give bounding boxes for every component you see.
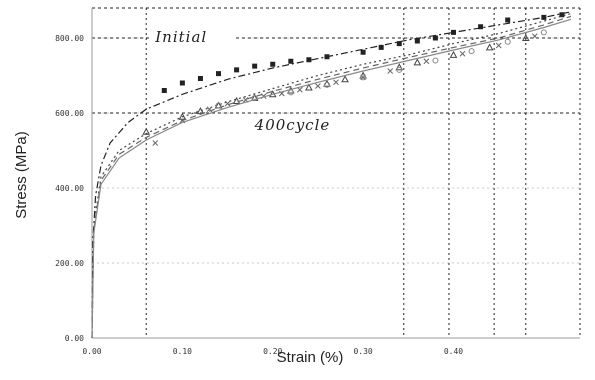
- series-2-marker-13: [459, 50, 466, 57]
- axes: [91, 8, 580, 339]
- series-0-marker-16: [478, 24, 484, 30]
- y-tick-label-1: 200.00: [55, 259, 84, 268]
- annotation-bg-0: [151, 26, 235, 47]
- series-0-marker-5: [252, 63, 258, 69]
- series-3-marker-3: [323, 81, 330, 88]
- series-3-marker-7: [468, 48, 475, 55]
- series-1-marker-1: [178, 112, 187, 120]
- annotations: Initial 400cycle: [151, 26, 345, 135]
- series-0-marker-17: [505, 17, 511, 23]
- series-1-marker-12: [395, 63, 404, 71]
- series-0-marker-2: [197, 76, 203, 81]
- series-2-marker-3: [224, 100, 231, 107]
- series-2-marker-9: [333, 79, 339, 86]
- series-3-marker-6: [432, 57, 439, 64]
- x-tick-label-3: 0.30: [353, 347, 372, 356]
- series-3-marker-2: [287, 89, 294, 96]
- y-tick-label-4: 800.00: [55, 34, 84, 43]
- series-3-marker-5: [396, 66, 403, 73]
- series-0-marker-18: [541, 14, 547, 20]
- series-0-marker-3: [216, 71, 222, 77]
- tick-labels: 0.00 200.00 400.00 600.00 800.00 0.00 0.10 0.20…: [55, 34, 463, 356]
- series-0-marker-7: [288, 58, 294, 64]
- series-0-marker-13: [414, 38, 420, 44]
- series-2-marker-11: [387, 68, 394, 74]
- series-0-marker-11: [378, 44, 384, 50]
- series-0-marker-19: [559, 12, 565, 18]
- series-2-marker-2: [206, 106, 213, 113]
- y-tick-label-2: 400.00: [55, 184, 84, 193]
- annotation-bg-1: [250, 114, 345, 135]
- series-0-marker-6: [270, 61, 276, 67]
- series-0-line: [91, 11, 572, 339]
- series-0-marker-0: [161, 88, 167, 93]
- annotation-label-0: Initial: [154, 28, 207, 46]
- series-2-marker-0: [152, 140, 159, 146]
- series-1-marker-14: [449, 50, 458, 58]
- series-0-marker-4: [234, 67, 240, 73]
- series-1-line: [91, 13, 572, 339]
- series-2-marker-12: [423, 58, 430, 65]
- annotation-label-1: 400cycle: [254, 116, 331, 134]
- series-0-marker-8: [306, 57, 312, 63]
- series-0-marker-14: [432, 35, 438, 41]
- series-1-marker-10: [341, 75, 349, 83]
- series-3-marker-0: [215, 102, 222, 109]
- series-3-marker-9: [540, 29, 547, 36]
- series-3-line: [91, 18, 572, 339]
- series-0-marker-10: [360, 49, 366, 55]
- x-axis-title: Strain (%): [277, 349, 344, 366]
- series-1-marker-13: [413, 58, 422, 66]
- series-1-marker-15: [485, 43, 494, 51]
- reference-lines: [92, 7, 581, 338]
- series-2-marker-14: [495, 42, 502, 49]
- data-series: [91, 11, 572, 339]
- series-1-marker-0: [142, 127, 151, 135]
- y-tick-label-0: 0.00: [65, 334, 84, 343]
- series-3-marker-8: [504, 38, 511, 45]
- series-1-marker-4: [232, 96, 241, 104]
- x-tick-label-4: 0.40: [444, 347, 463, 356]
- series-1-marker-9: [323, 79, 331, 87]
- x-tick-label-0: 0.00: [82, 347, 101, 356]
- series-0-marker-12: [396, 41, 402, 47]
- series-2-line: [91, 15, 572, 339]
- y-tick-label-3: 600.00: [55, 109, 84, 118]
- series-0-marker-9: [324, 54, 330, 60]
- x-tick-label-1: 0.10: [173, 347, 192, 356]
- x-tick-label-2: 0.20: [263, 347, 282, 356]
- series-1-marker-8: [305, 83, 313, 91]
- y-axis-title: Stress (MPa): [13, 131, 30, 219]
- series-0-marker-1: [179, 80, 185, 86]
- series-0-marker-15: [450, 29, 456, 35]
- series-1-marker-16: [521, 33, 530, 41]
- series-2-marker-15: [531, 33, 538, 39]
- series-3-marker-1: [251, 95, 258, 101]
- series-2-marker-8: [315, 83, 321, 89]
- series-3-marker-4: [360, 74, 367, 81]
